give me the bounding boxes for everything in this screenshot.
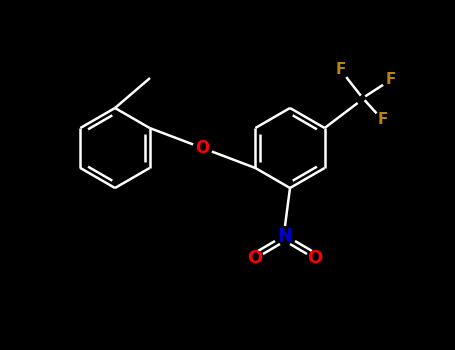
Text: F: F [378, 112, 388, 127]
Text: O: O [195, 139, 210, 157]
Text: F: F [385, 72, 396, 88]
Text: O: O [308, 249, 323, 267]
Text: O: O [248, 249, 263, 267]
Text: N: N [278, 227, 293, 245]
Text: F: F [335, 63, 346, 77]
